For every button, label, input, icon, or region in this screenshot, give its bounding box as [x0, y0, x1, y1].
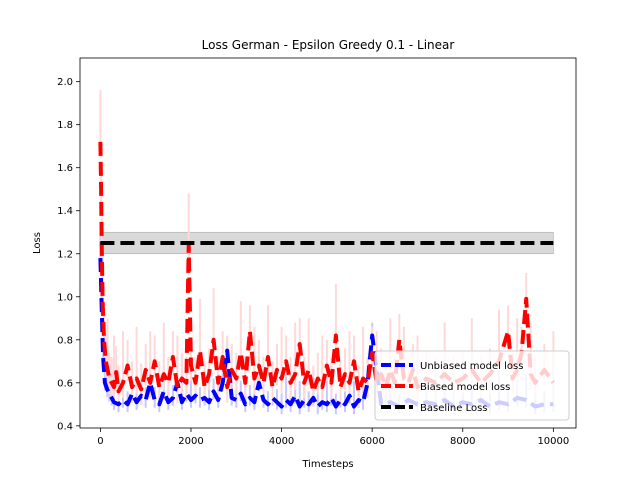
y-tick-label: 1.2 [57, 249, 73, 260]
unbiased-legend-label: Unbiased model loss [420, 361, 523, 372]
x-tick-label: 2000 [178, 436, 203, 447]
y-tick-label: 0.4 [57, 421, 73, 432]
y-tick-label: 2.0 [57, 77, 73, 88]
x-tick-label: 4000 [269, 436, 294, 447]
x-tick-label: 8000 [450, 436, 475, 447]
legend-box [374, 350, 570, 421]
x-axis-ticks: 0 2000 4000 6000 8000 10000 [97, 428, 569, 447]
plot-frame [79, 57, 577, 429]
biased-legend-label: Biased model loss [420, 382, 510, 393]
y-tick-label: 0.6 [57, 378, 73, 389]
y-axis-label: Loss [32, 232, 43, 254]
x-tick-label: 0 [97, 436, 103, 447]
chart-title: Loss German - Epsilon Greedy 0.1 - Linea… [202, 38, 455, 52]
x-tick-label: 10000 [537, 436, 569, 447]
baseline-legend-label: Baseline Loss [420, 403, 488, 414]
x-axis-label: Timesteps [301, 459, 353, 470]
y-tick-label: 1.0 [57, 292, 73, 303]
y-axis-ticks: 0.4 0.6 0.8 1.0 1.2 1.4 1.6 1.8 2.0 [57, 77, 80, 432]
x-tick-label: 6000 [359, 436, 384, 447]
y-tick-label: 1.8 [57, 120, 73, 131]
legend: Unbiased model loss Biased model loss Base… [374, 350, 570, 421]
y-tick-label: 1.4 [57, 206, 73, 217]
y-tick-label: 1.6 [57, 163, 73, 174]
y-tick-label: 0.8 [57, 335, 73, 346]
